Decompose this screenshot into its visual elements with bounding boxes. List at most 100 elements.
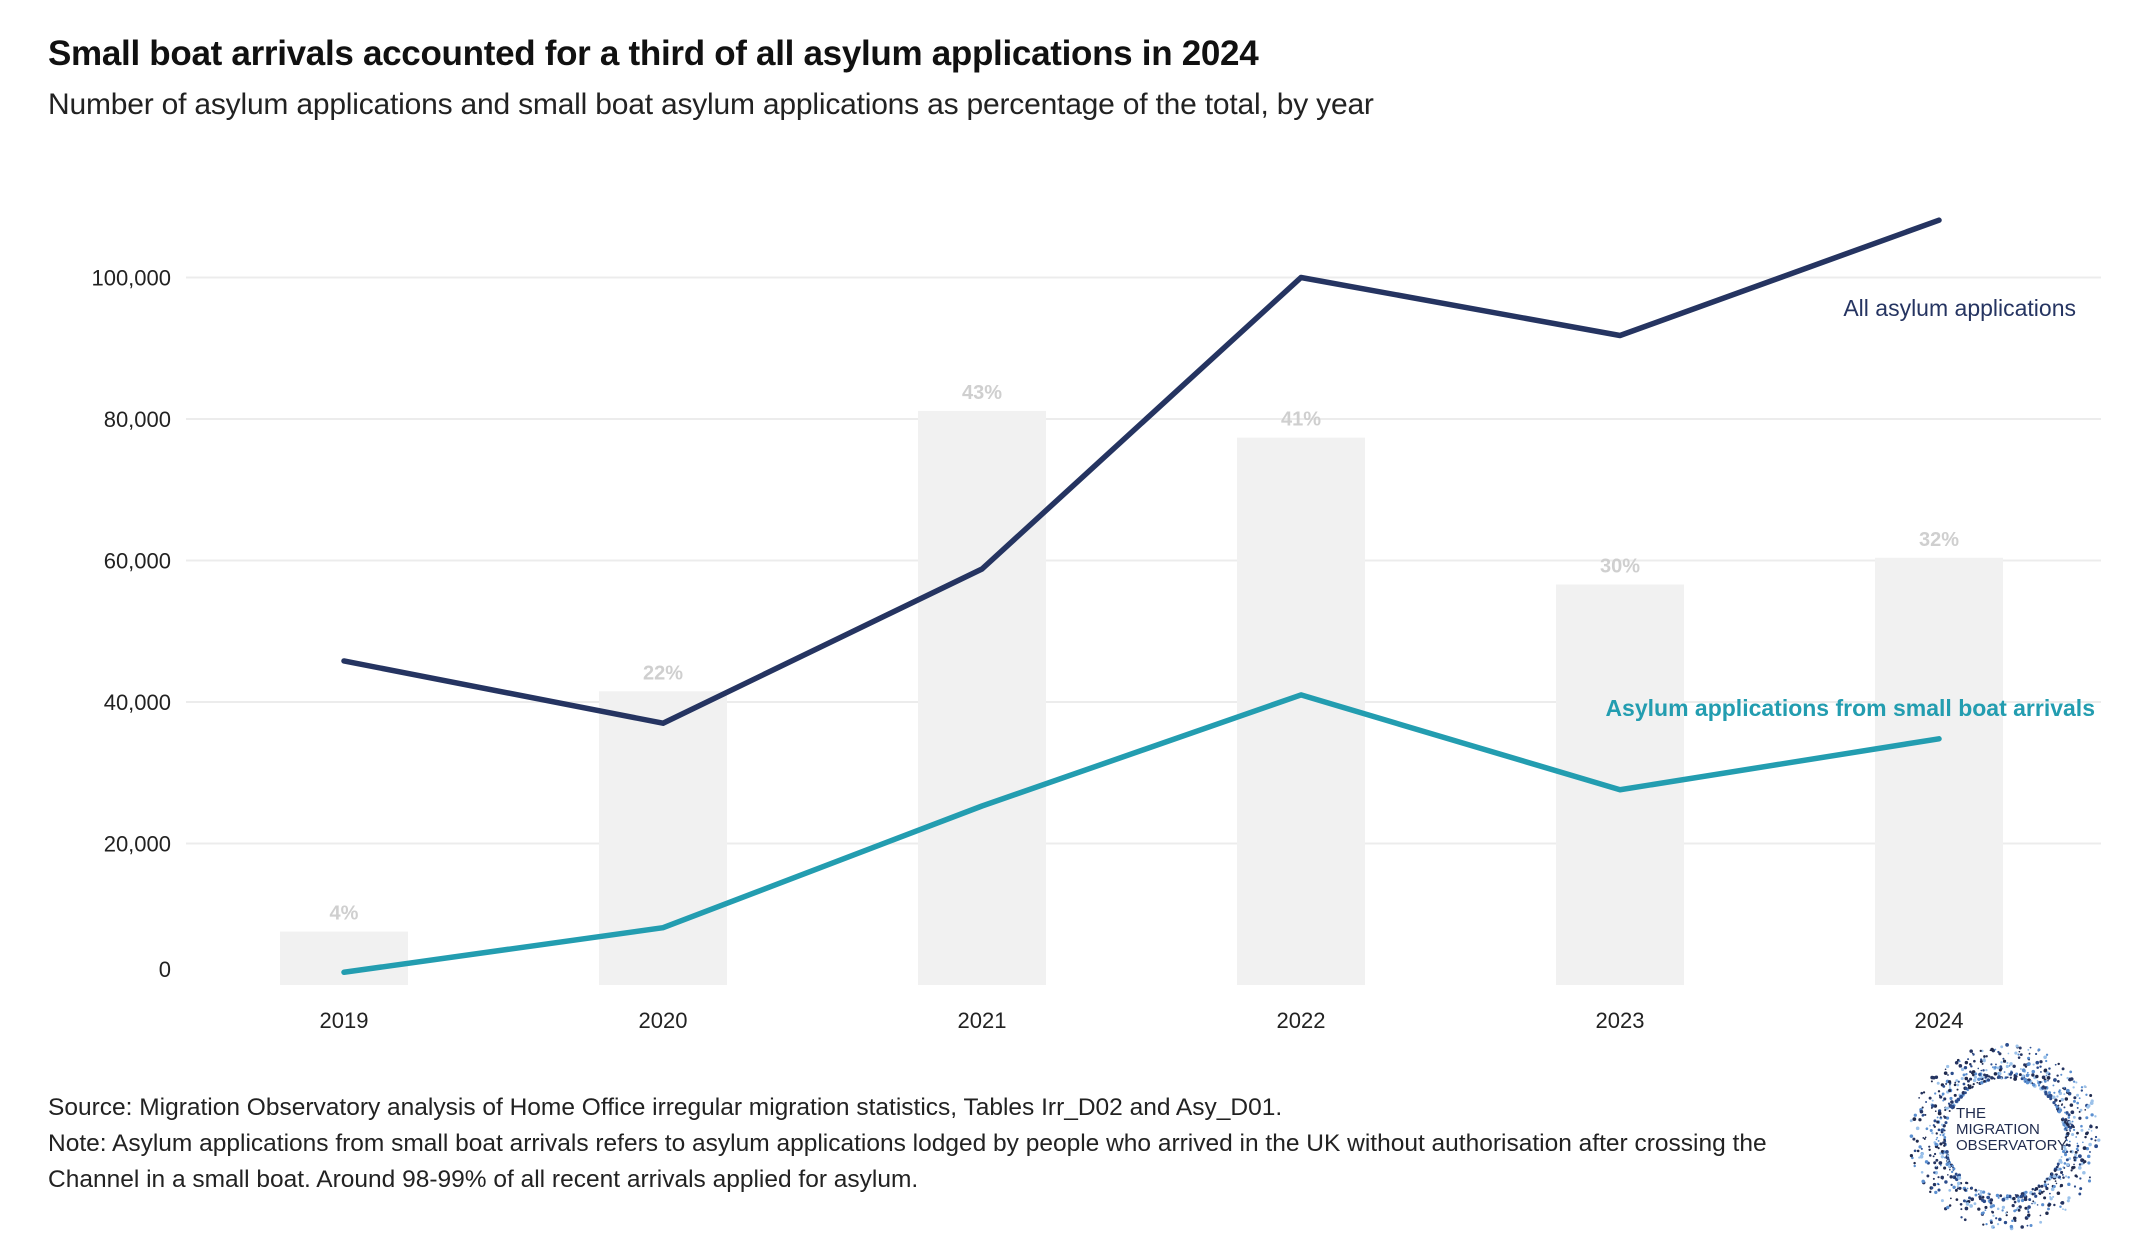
- logo-dot: [1967, 1085, 1972, 1090]
- logo-dot: [1957, 1080, 1960, 1083]
- logo-dot: [1982, 1069, 1985, 1072]
- logo-dot: [2076, 1144, 2080, 1148]
- logo-dot: [2059, 1185, 2062, 1188]
- logo-dot: [1966, 1187, 1969, 1190]
- logo-dot: [1944, 1156, 1946, 1159]
- logo-dot: [1981, 1190, 1986, 1194]
- logo-dot: [1995, 1063, 1997, 1066]
- logo-dot: [1966, 1079, 1970, 1083]
- logo-dot: [2073, 1185, 2077, 1188]
- logo-dot: [2069, 1070, 2073, 1074]
- logo-dot: [2056, 1174, 2059, 1177]
- logo-dot: [2052, 1185, 2056, 1189]
- logo-dot: [2015, 1072, 2019, 1076]
- logo-dot: [2020, 1225, 2024, 1229]
- logo-dot: [2063, 1093, 2066, 1096]
- logo-dot: [1919, 1154, 1924, 1159]
- logo-dot: [2089, 1124, 2092, 1127]
- logo-dot: [2067, 1176, 2070, 1179]
- logo-dot: [1921, 1106, 1924, 1109]
- pct-bar-label: 4%: [330, 903, 359, 925]
- pct-bars: 4% 22% 43% 41% 30% 32%: [280, 382, 2003, 985]
- logo-dot: [2041, 1075, 2046, 1080]
- logo-dot: [1964, 1076, 1969, 1081]
- logo-dot: [2005, 1064, 2009, 1069]
- logo-dot: [1944, 1121, 1948, 1125]
- logo-dot: [1993, 1072, 1998, 1076]
- logo-dot: [1990, 1221, 1993, 1224]
- logo-dot: [1938, 1161, 1943, 1165]
- logo-dot: [1990, 1063, 1993, 1066]
- logo-dot: [2002, 1059, 2007, 1063]
- logo-dot: [2086, 1154, 2091, 1159]
- logo-dot: [1937, 1147, 1940, 1150]
- logo-dot: [2057, 1191, 2060, 1194]
- logo-dot: [2072, 1115, 2076, 1119]
- logo-dot: [2018, 1046, 2022, 1050]
- logo-dot: [1920, 1091, 1924, 1095]
- logo-dot: [1950, 1071, 1954, 1076]
- logo-dot: [1964, 1091, 1967, 1095]
- logo-dot: [1980, 1069, 1983, 1072]
- logo-dot: [2072, 1099, 2076, 1103]
- logo-dot: [2060, 1073, 2063, 1076]
- logo-dot: [2013, 1200, 2017, 1204]
- logo-dot: [1912, 1117, 1917, 1121]
- logo-dot: [2063, 1106, 2066, 1109]
- logo-dot: [2068, 1157, 2072, 1161]
- pct-bar-label: 32%: [1919, 529, 1959, 551]
- logo-dot: [1963, 1065, 1968, 1070]
- logo-dot: [1940, 1123, 1944, 1126]
- logo-dot: [1953, 1176, 1957, 1179]
- logo-dot: [1996, 1207, 2000, 1211]
- note-text-cont: Channel in a small boat. Around 98-99% o…: [48, 1166, 919, 1193]
- logo-dot: [1972, 1053, 1975, 1056]
- logo-dot: [2045, 1211, 2049, 1215]
- logo-dot: [1960, 1067, 1965, 1072]
- logo-dot: [2005, 1043, 2009, 1047]
- logo-dot: [1937, 1188, 1941, 1192]
- logo-dot: [1951, 1106, 1954, 1110]
- logo-dot: [2076, 1131, 2079, 1135]
- logo-dot: [2084, 1135, 2087, 1139]
- logo-dot: [2089, 1151, 2091, 1153]
- logo-dot: [1948, 1084, 1951, 1087]
- logo-dot: [1918, 1096, 1921, 1099]
- logo-dot: [2019, 1194, 2023, 1199]
- logo-dot: [2001, 1197, 2006, 1202]
- logo-dot: [1940, 1199, 1944, 1203]
- logo-dot: [1948, 1110, 1951, 1113]
- logo-dot: [2023, 1063, 2027, 1067]
- logo-dot: [1959, 1202, 1963, 1206]
- logo-dot: [2045, 1071, 2049, 1075]
- logo-dot: [1977, 1189, 1980, 1192]
- logo-dot: [2066, 1163, 2070, 1167]
- logo-dot: [1928, 1154, 1932, 1157]
- logo-dot: [2046, 1177, 2049, 1181]
- logo-dot: [2062, 1176, 2065, 1179]
- logo-dot: [1978, 1073, 1982, 1076]
- chart-subtitle: Number of asylum applications and small …: [48, 88, 1374, 121]
- logo-dot: [2000, 1061, 2003, 1064]
- logo-dot: [1985, 1055, 1988, 1058]
- logo-dot: [1921, 1179, 1925, 1184]
- logo-dot: [2076, 1101, 2079, 1105]
- logo-dot: [1931, 1131, 1934, 1135]
- logo-dot: [1977, 1077, 1981, 1081]
- logo-dot: [1935, 1158, 1939, 1162]
- logo-dot: [2056, 1095, 2059, 1098]
- logo-dot: [2085, 1147, 2090, 1151]
- logo-dot: [2059, 1205, 2062, 1208]
- logo-dot: [2013, 1077, 2017, 1081]
- logo-dot: [2055, 1165, 2059, 1169]
- logo-dot: [2063, 1162, 2067, 1165]
- y-tick-label: 80,000: [104, 407, 171, 432]
- logo-dot: [1939, 1151, 1943, 1155]
- logo-dot: [2090, 1137, 2093, 1141]
- logo-dot: [1947, 1164, 1951, 1168]
- logo-dot: [1956, 1185, 1959, 1188]
- logo-dot: [2064, 1136, 2068, 1139]
- logo-dot: [2072, 1086, 2075, 1089]
- logo-dot: [1929, 1124, 1931, 1127]
- x-tick-label: 2019: [320, 1008, 369, 1033]
